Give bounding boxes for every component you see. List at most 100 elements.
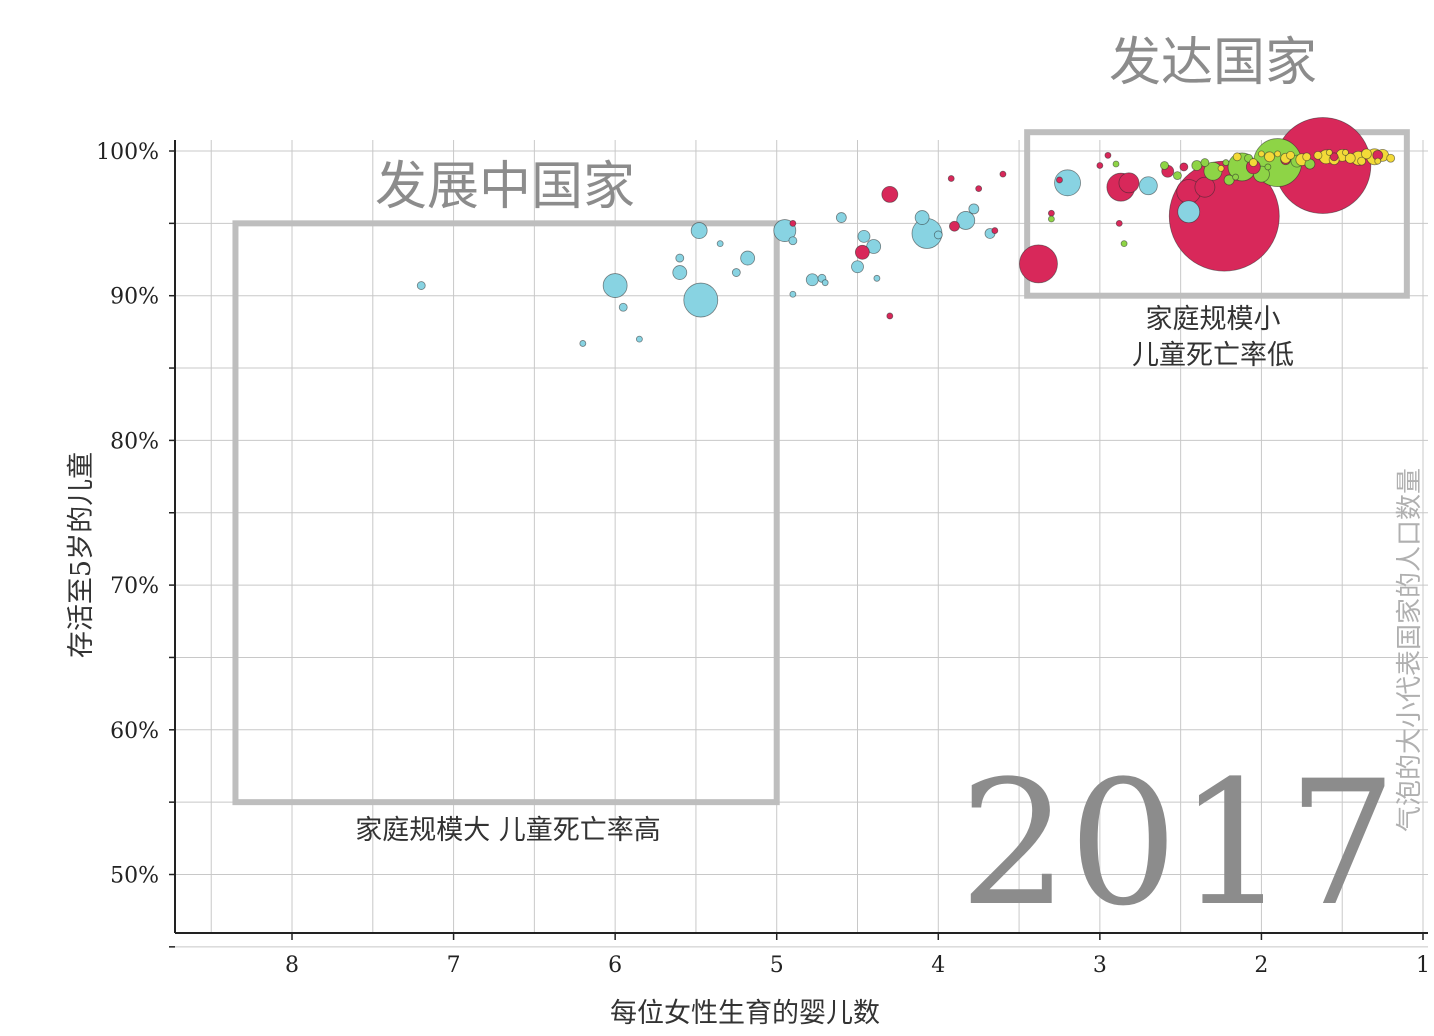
developed-region-title: 发达国家 bbox=[1109, 33, 1317, 93]
bubble-europe bbox=[1313, 150, 1323, 160]
bubble-africa bbox=[914, 210, 930, 225]
bubble-africa bbox=[851, 260, 864, 274]
bubble-africa bbox=[835, 212, 847, 223]
x-tick-label: 4 bbox=[931, 953, 945, 978]
bubble-africa bbox=[683, 282, 719, 318]
year-label: 2017 bbox=[959, 743, 1397, 944]
bubble-europe bbox=[1357, 156, 1367, 166]
developed-region-box bbox=[1024, 129, 1410, 299]
bubble-africa bbox=[635, 335, 643, 343]
bubble-asia bbox=[1104, 151, 1112, 159]
bubble-asia bbox=[975, 185, 983, 193]
bubble-africa bbox=[1177, 200, 1201, 224]
y-tick-label: 50% bbox=[110, 864, 159, 889]
bubble-americas bbox=[1264, 163, 1272, 171]
bubble-africa bbox=[1054, 169, 1081, 197]
bubble-europe bbox=[1217, 164, 1225, 172]
bubble-asia bbox=[881, 186, 899, 203]
bubble-africa bbox=[933, 230, 943, 240]
bubble-asia bbox=[1056, 176, 1063, 184]
bubble-americas bbox=[1173, 171, 1182, 180]
bubble-africa bbox=[789, 290, 797, 298]
y-tick-label: 60% bbox=[110, 719, 159, 744]
bubble-asia bbox=[1115, 219, 1123, 227]
x-axis-label: 每位女性生育的婴儿数 bbox=[610, 998, 880, 1029]
bubble-asia bbox=[1118, 172, 1140, 194]
bubble-europe bbox=[1325, 149, 1333, 156]
bubble-asia bbox=[1019, 244, 1058, 284]
bubble-asia bbox=[999, 170, 1007, 178]
y-tick-label: 90% bbox=[110, 285, 159, 310]
bubble-africa bbox=[672, 265, 688, 280]
bubble-africa bbox=[821, 279, 829, 287]
bubble-africa bbox=[731, 268, 741, 277]
bubble-europe bbox=[1342, 149, 1349, 156]
bubble-africa bbox=[618, 302, 628, 312]
bubble-americas bbox=[1047, 215, 1055, 223]
bubble-europe bbox=[1302, 152, 1312, 162]
bubble-europe bbox=[1386, 153, 1396, 163]
bubble-africa bbox=[740, 250, 756, 266]
developing-region-title: 发展中国家 bbox=[375, 157, 635, 217]
x-tick-label: 8 bbox=[285, 953, 299, 978]
bubble-asia bbox=[947, 175, 955, 182]
bubble-africa bbox=[416, 281, 426, 290]
bubble-africa bbox=[873, 274, 881, 282]
bubble-americas bbox=[1191, 160, 1203, 171]
bubble-europe bbox=[1286, 150, 1295, 160]
bubble-africa bbox=[857, 229, 871, 243]
bubble-africa bbox=[805, 273, 819, 287]
bubble-asia bbox=[949, 220, 960, 232]
bubble-africa bbox=[956, 211, 976, 230]
bubble-africa bbox=[716, 240, 724, 248]
bubble-asia bbox=[1194, 176, 1216, 198]
developed-region-caption: 儿童死亡率低 bbox=[1132, 340, 1294, 371]
bubble-americas bbox=[1222, 159, 1230, 166]
bubble-europe bbox=[1274, 150, 1281, 158]
developing-region-box bbox=[232, 220, 780, 806]
bubble-americas bbox=[1120, 240, 1128, 248]
bubble-europe bbox=[1248, 158, 1258, 167]
bubble-africa bbox=[579, 340, 587, 347]
bubble-africa bbox=[1138, 176, 1158, 196]
bubble-asia bbox=[1047, 209, 1055, 217]
bubble-africa bbox=[690, 222, 708, 239]
developing-region-caption: 家庭规模大 儿童死亡率高 bbox=[355, 815, 661, 846]
bubble-asia bbox=[1096, 162, 1104, 169]
bubble-americas bbox=[1112, 160, 1120, 168]
y-tick-label: 70% bbox=[110, 574, 159, 599]
bubble-asia bbox=[1179, 162, 1189, 172]
bubble-europe bbox=[1361, 148, 1372, 160]
bubble-africa bbox=[788, 236, 798, 246]
bubbles bbox=[416, 117, 1396, 347]
y-tick-label: 80% bbox=[110, 429, 159, 454]
bubble-americas bbox=[1200, 158, 1210, 167]
bubble-americas bbox=[1160, 161, 1169, 170]
x-tick-label: 5 bbox=[770, 953, 784, 978]
developed-region-caption: 家庭规模小 bbox=[1146, 304, 1281, 335]
x-tick-label: 7 bbox=[447, 953, 461, 978]
bubble-asia bbox=[886, 312, 894, 320]
x-tick-label: 6 bbox=[608, 953, 622, 978]
bubble-asia bbox=[789, 219, 797, 227]
bubble-asia bbox=[991, 227, 999, 234]
bubble-asia bbox=[854, 244, 870, 260]
x-tick-label: 1 bbox=[1416, 953, 1430, 978]
y-axis-label: 存活至5岁的儿童 bbox=[66, 452, 97, 658]
y-tick-label: 100% bbox=[96, 140, 159, 165]
x-tick-label: 3 bbox=[1093, 953, 1107, 978]
bubble-americas bbox=[1232, 173, 1239, 181]
bubble-europe bbox=[1374, 157, 1382, 165]
tick-labels: 100% 90% 80% 70% 60% 50% 8 7 6 5 4 3 2 1 bbox=[96, 140, 1430, 978]
bubble-africa bbox=[675, 253, 685, 263]
axes bbox=[169, 140, 1428, 948]
bubble-europe bbox=[1264, 151, 1275, 163]
bubble-europe bbox=[1258, 150, 1265, 158]
bubble-europe bbox=[1232, 152, 1242, 162]
bubble-asia bbox=[1329, 152, 1339, 162]
bubble-africa bbox=[602, 273, 628, 298]
bubble-europe bbox=[1344, 152, 1356, 164]
bubble-africa bbox=[968, 203, 980, 215]
